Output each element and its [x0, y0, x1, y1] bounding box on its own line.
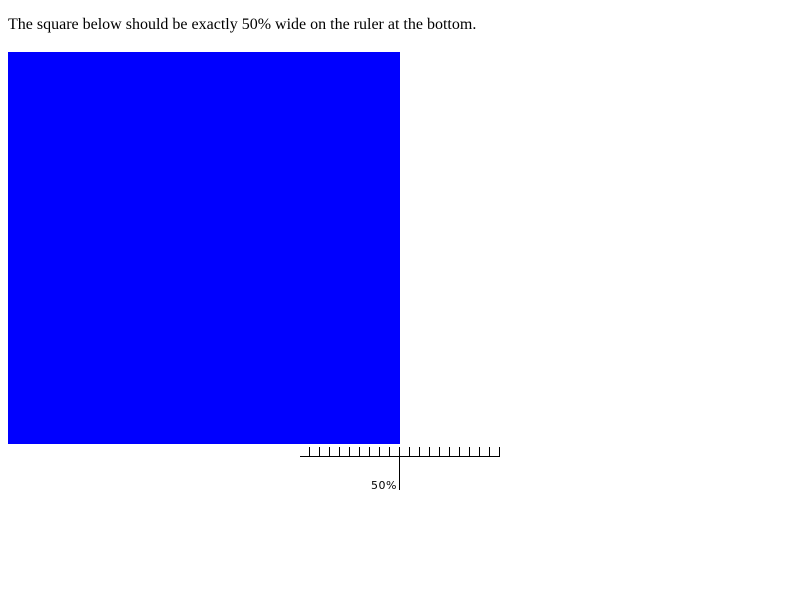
ruler-tick — [379, 447, 380, 456]
instruction-text: The square below should be exactly 50% w… — [8, 16, 477, 33]
ruler-tick — [469, 447, 470, 456]
ruler-label: 50% — [371, 479, 397, 492]
ruler-tick — [429, 447, 430, 456]
ruler-tick — [459, 447, 460, 456]
ruler-center-tick — [399, 447, 400, 490]
ruler-tick — [339, 447, 340, 456]
ruler-tick — [449, 447, 450, 456]
ruler-tick — [359, 447, 360, 456]
ruler-tick — [369, 447, 370, 456]
ruler-tick — [389, 447, 390, 456]
ruler-tick — [479, 447, 480, 456]
ruler-tick — [489, 447, 490, 456]
ruler-tick — [409, 447, 410, 456]
ruler: 50% — [300, 446, 501, 492]
ruler-tick — [319, 447, 320, 456]
ruler-baseline — [300, 456, 500, 457]
ruler-tick — [419, 447, 420, 456]
ruler-tick — [349, 447, 350, 456]
ruler-tick — [309, 447, 310, 456]
blue-square — [8, 52, 400, 444]
ruler-tick — [499, 447, 500, 456]
ruler-tick — [439, 447, 440, 456]
ruler-tick — [329, 447, 330, 456]
